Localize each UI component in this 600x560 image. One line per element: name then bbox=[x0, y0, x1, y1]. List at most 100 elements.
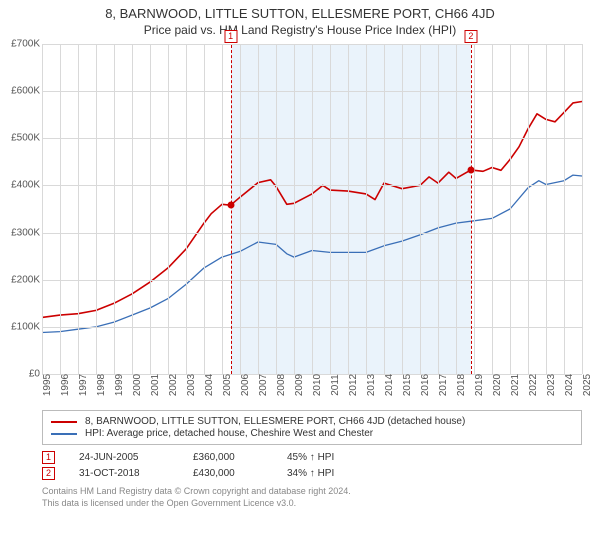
legend-row-property: 8, BARNWOOD, LITTLE SUTTON, ELLESMERE PO… bbox=[51, 416, 573, 427]
gridline-v bbox=[114, 44, 115, 374]
x-tick-label: 2013 bbox=[366, 374, 377, 396]
transaction-flag: 2 bbox=[42, 467, 55, 480]
gridline-v bbox=[402, 44, 403, 374]
x-tick-label: 2015 bbox=[402, 374, 413, 396]
x-tick-label: 2000 bbox=[132, 374, 143, 396]
y-tick-label: £100K bbox=[0, 321, 40, 332]
gridline-v bbox=[582, 44, 583, 374]
gridline-v bbox=[42, 44, 43, 374]
gridline-v bbox=[564, 44, 565, 374]
flag-box: 1 bbox=[224, 30, 237, 43]
credit-line-1: Contains HM Land Registry data © Crown c… bbox=[42, 486, 582, 498]
gridline-v bbox=[492, 44, 493, 374]
y-tick-label: £400K bbox=[0, 180, 40, 191]
legend-label-property: 8, BARNWOOD, LITTLE SUTTON, ELLESMERE PO… bbox=[85, 416, 465, 427]
transaction-row: 2 31-OCT-2018 £430,000 34% ↑ HPI bbox=[42, 467, 582, 480]
chart-title-block: 8, BARNWOOD, LITTLE SUTTON, ELLESMERE PO… bbox=[0, 0, 600, 37]
x-tick-label: 2005 bbox=[222, 374, 233, 396]
x-tick-label: 2010 bbox=[312, 374, 323, 396]
x-tick-label: 2014 bbox=[384, 374, 395, 396]
x-tick-label: 1997 bbox=[78, 374, 89, 396]
gridline-v bbox=[240, 44, 241, 374]
gridline-v bbox=[312, 44, 313, 374]
x-tick-label: 2011 bbox=[330, 374, 341, 396]
x-tick-label: 2012 bbox=[348, 374, 359, 396]
gridline-v bbox=[366, 44, 367, 374]
x-tick-label: 2020 bbox=[492, 374, 503, 396]
legend-box: 8, BARNWOOD, LITTLE SUTTON, ELLESMERE PO… bbox=[42, 410, 582, 445]
x-tick-label: 2003 bbox=[186, 374, 197, 396]
sale-marker bbox=[467, 166, 474, 173]
gridline-v bbox=[96, 44, 97, 374]
gridline-v bbox=[204, 44, 205, 374]
gridline-v bbox=[186, 44, 187, 374]
y-tick-label: £0 bbox=[0, 369, 40, 380]
gridline-v bbox=[474, 44, 475, 374]
y-tick-label: £300K bbox=[0, 227, 40, 238]
legend-swatch-property bbox=[51, 421, 77, 423]
x-tick-label: 1998 bbox=[96, 374, 107, 396]
transaction-delta: 45% ↑ HPI bbox=[287, 452, 334, 463]
transaction-date: 24-JUN-2005 bbox=[79, 452, 169, 463]
gridline-v bbox=[132, 44, 133, 374]
gridline-v bbox=[294, 44, 295, 374]
x-tick-label: 1999 bbox=[114, 374, 125, 396]
x-tick-label: 2018 bbox=[456, 374, 467, 396]
x-tick-label: 2019 bbox=[474, 374, 485, 396]
legend-row-hpi: HPI: Average price, detached house, Ches… bbox=[51, 428, 573, 439]
gridline-v bbox=[60, 44, 61, 374]
x-tick-label: 1996 bbox=[60, 374, 71, 396]
plot-area: £0£100K£200K£300K£400K£500K£600K£700K199… bbox=[42, 44, 582, 374]
gridline-v bbox=[510, 44, 511, 374]
credit-text: Contains HM Land Registry data © Crown c… bbox=[42, 486, 582, 509]
gridline-v bbox=[330, 44, 331, 374]
y-tick-label: £600K bbox=[0, 86, 40, 97]
chart-title-sub: Price paid vs. HM Land Registry's House … bbox=[0, 23, 600, 37]
flag-line bbox=[471, 30, 472, 374]
chart-title-main: 8, BARNWOOD, LITTLE SUTTON, ELLESMERE PO… bbox=[0, 6, 600, 21]
x-tick-label: 2004 bbox=[204, 374, 215, 396]
x-tick-label: 2008 bbox=[276, 374, 287, 396]
y-tick-label: £700K bbox=[0, 39, 40, 50]
x-tick-label: 2006 bbox=[240, 374, 251, 396]
x-tick-label: 2016 bbox=[420, 374, 431, 396]
gridline-v bbox=[168, 44, 169, 374]
x-tick-label: 2002 bbox=[168, 374, 179, 396]
x-tick-label: 2009 bbox=[294, 374, 305, 396]
gridline-v bbox=[276, 44, 277, 374]
gridline-v bbox=[348, 44, 349, 374]
gridline-v bbox=[420, 44, 421, 374]
gridline-v bbox=[546, 44, 547, 374]
transaction-price: £430,000 bbox=[193, 468, 263, 479]
flag-box: 2 bbox=[464, 30, 477, 43]
chart-container: 8, BARNWOOD, LITTLE SUTTON, ELLESMERE PO… bbox=[0, 0, 600, 560]
x-tick-label: 2021 bbox=[510, 374, 521, 396]
y-tick-label: £200K bbox=[0, 274, 40, 285]
gridline-v bbox=[528, 44, 529, 374]
transactions-block: 1 24-JUN-2005 £360,000 45% ↑ HPI 2 31-OC… bbox=[42, 451, 582, 480]
credit-line-2: This data is licensed under the Open Gov… bbox=[42, 498, 582, 510]
gridline-v bbox=[150, 44, 151, 374]
gridline-v bbox=[384, 44, 385, 374]
sale-marker bbox=[227, 202, 234, 209]
x-tick-label: 2024 bbox=[564, 374, 575, 396]
transaction-date: 31-OCT-2018 bbox=[79, 468, 169, 479]
transaction-row: 1 24-JUN-2005 £360,000 45% ↑ HPI bbox=[42, 451, 582, 464]
transaction-flag: 1 bbox=[42, 451, 55, 464]
x-tick-label: 2025 bbox=[582, 374, 593, 396]
y-tick-label: £500K bbox=[0, 133, 40, 144]
x-tick-label: 2001 bbox=[150, 374, 161, 396]
x-tick-label: 2007 bbox=[258, 374, 269, 396]
legend-label-hpi: HPI: Average price, detached house, Ches… bbox=[85, 428, 373, 439]
legend-swatch-hpi bbox=[51, 433, 77, 435]
gridline-v bbox=[456, 44, 457, 374]
gridline-v bbox=[258, 44, 259, 374]
gridline-v bbox=[222, 44, 223, 374]
legend-area: 8, BARNWOOD, LITTLE SUTTON, ELLESMERE PO… bbox=[42, 410, 582, 509]
x-tick-label: 2023 bbox=[546, 374, 557, 396]
transaction-price: £360,000 bbox=[193, 452, 263, 463]
gridline-v bbox=[438, 44, 439, 374]
x-tick-label: 2017 bbox=[438, 374, 449, 396]
x-tick-label: 2022 bbox=[528, 374, 539, 396]
x-tick-label: 1995 bbox=[42, 374, 53, 396]
